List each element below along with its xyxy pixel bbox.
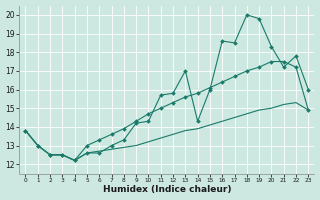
X-axis label: Humidex (Indice chaleur): Humidex (Indice chaleur): [103, 185, 231, 194]
